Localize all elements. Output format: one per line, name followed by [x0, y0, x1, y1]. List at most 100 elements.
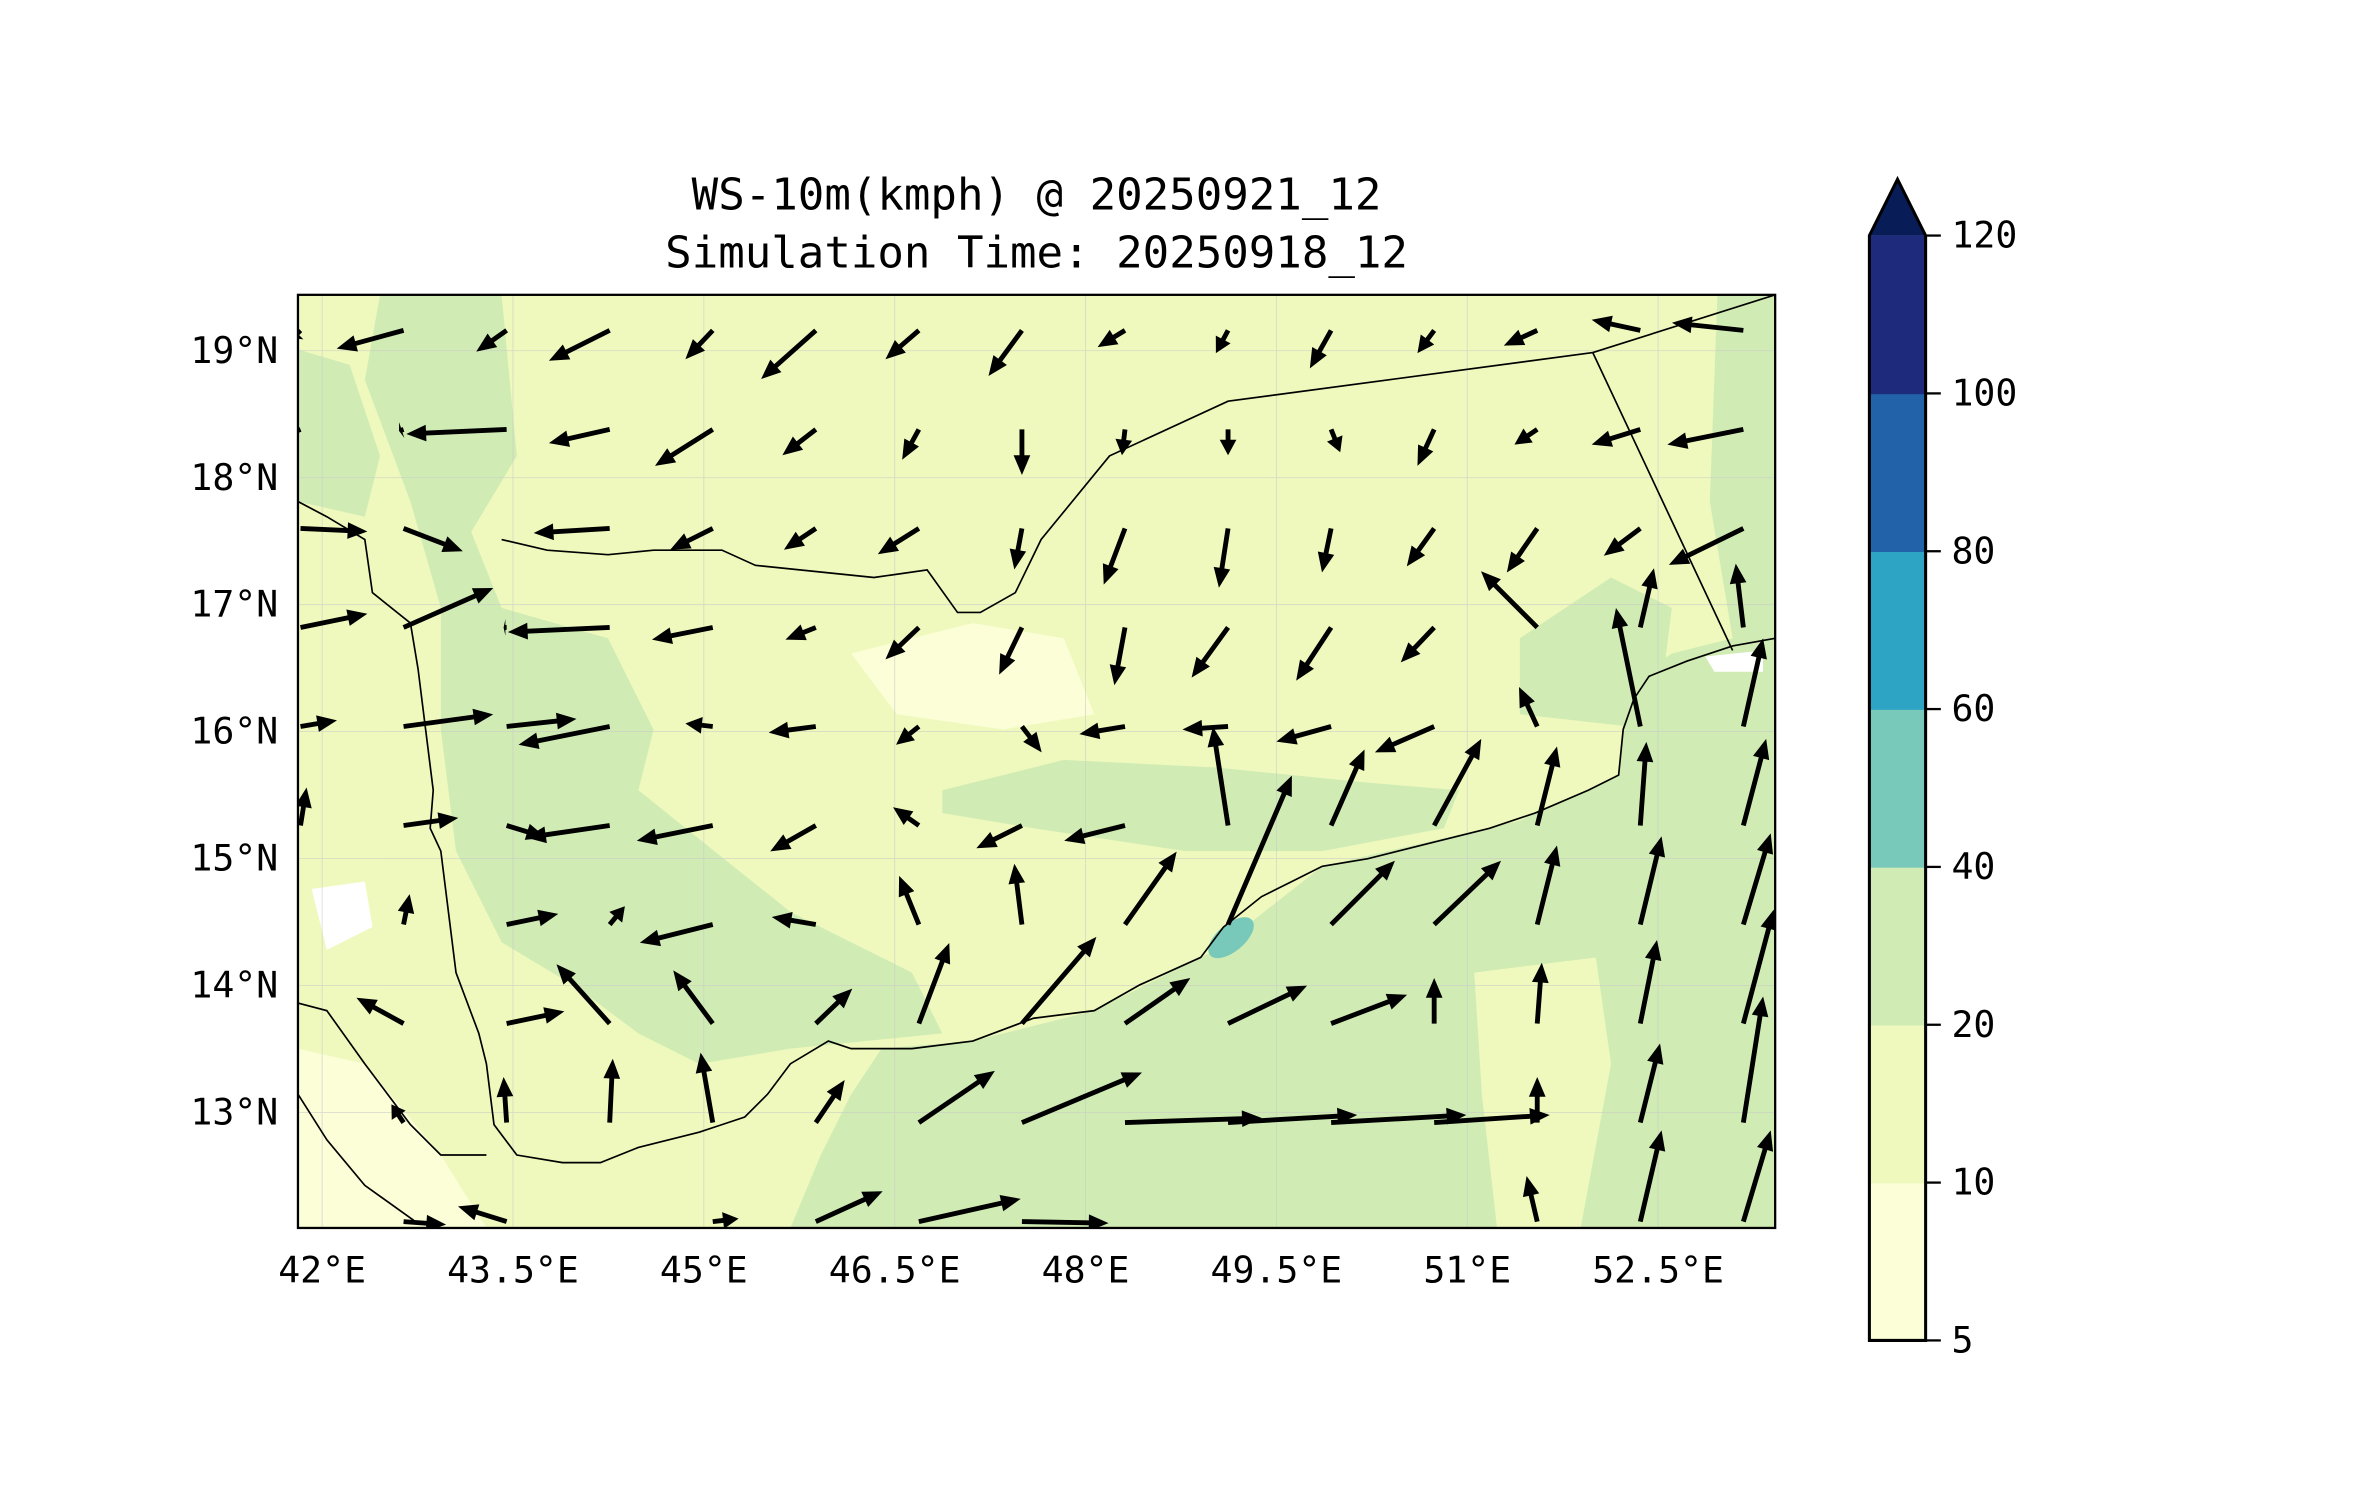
- wind-arrow: [814, 1191, 883, 1224]
- wind-arrow: [1432, 860, 1502, 927]
- x-tick-label: 42°E: [278, 1249, 366, 1292]
- wind-arrow: [1434, 1107, 1550, 1126]
- x-tick-label: 48°E: [1042, 1249, 1130, 1292]
- wind-arrow: [988, 328, 1024, 376]
- colorbar-tick-label: 120: [1951, 214, 2017, 257]
- wind-arrow: [336, 328, 405, 352]
- colorbar-tick-label: 5: [1951, 1319, 1973, 1362]
- wind-arrow: [1219, 429, 1237, 456]
- colorbar-segment: [1869, 1182, 1926, 1342]
- wind-arrow: [1637, 939, 1662, 1025]
- colorbar: 5 10 20 40 60 80 100 120: [1867, 175, 2017, 1362]
- wind-arrow: [1064, 823, 1126, 845]
- wind-arrow: [1637, 1130, 1666, 1223]
- speed-fill-40-60-blob: [1208, 917, 1254, 959]
- wind-arrow: [476, 328, 509, 352]
- x-tick-label: 52.5°E: [1592, 1249, 1724, 1292]
- wind-arrow: [685, 716, 714, 734]
- wind-arrow: [877, 526, 921, 555]
- wind-arrow: [898, 875, 922, 926]
- wind-arrow: [1740, 996, 1769, 1123]
- wind-arrow: [548, 427, 611, 447]
- wind-arrow: [403, 708, 494, 729]
- wind-arrow: [813, 1080, 845, 1124]
- speed-fill-20-40-center: [942, 759, 1460, 852]
- wind-arrow: [1667, 427, 1744, 449]
- wind-arrow: [1740, 638, 1767, 728]
- wind-arrow: [1741, 833, 1774, 926]
- wind-arrow: [1603, 526, 1642, 556]
- wind-arrow: [896, 724, 921, 745]
- wind-arrow: [1009, 527, 1027, 570]
- x-tick-label: 43.5°E: [447, 1249, 579, 1292]
- wind-arrow: [403, 812, 459, 829]
- wind-arrow: [1330, 993, 1408, 1026]
- wind-arrow: [1636, 741, 1654, 826]
- colorbar-tick-label: 100: [1951, 372, 2017, 415]
- wind-arrow: [1020, 936, 1097, 1026]
- y-axis-ticks: 19°N 18°N 17°N 16°N 15°N 14°N 13°N: [190, 329, 278, 1134]
- colorbar-tick-label: 40: [1951, 845, 1995, 888]
- wind-arrow: [1215, 329, 1231, 354]
- saudi-yemen-border: [501, 351, 1593, 614]
- colorbar-tick-label: 20: [1951, 1003, 1995, 1046]
- wind-arrow: [506, 1007, 565, 1026]
- wind-arrow: [782, 427, 818, 456]
- wind-arrow: [1102, 527, 1128, 585]
- wind-arrow: [783, 526, 818, 550]
- wind-arrow: [607, 906, 625, 927]
- wind-arrow: [402, 526, 463, 552]
- wind-arrow: [1109, 627, 1128, 686]
- wind-arrow: [399, 422, 405, 438]
- wind-arrow: [533, 523, 610, 541]
- colorbar-segment: [1869, 235, 1926, 395]
- x-axis-ticks: 42°E 43.5°E 45°E 46.5°E 48°E 49.5°E 51°E 52.5°E: [278, 1249, 1724, 1292]
- speed-fill-20-40-nw: [297, 349, 381, 517]
- colorbar-tick-label: 60: [1951, 687, 1995, 730]
- wind-arrow: [1534, 746, 1561, 827]
- wind-arrow: [1227, 1107, 1358, 1126]
- wind-arrow: [1671, 316, 1744, 334]
- wind-arrow: [1008, 863, 1026, 925]
- wind-arrow: [768, 721, 817, 739]
- colorbar-tick-label: 80: [1951, 529, 1995, 572]
- wind-arrow: [1611, 607, 1643, 727]
- wind-arrow: [1506, 527, 1540, 573]
- wind-arrow: [636, 823, 714, 846]
- wind-arrow: [893, 807, 921, 828]
- wind-arrow: [356, 997, 405, 1026]
- wind-arrow: [297, 787, 312, 826]
- wind-arrow: [1020, 725, 1042, 753]
- wind-arrow: [1327, 428, 1343, 453]
- wind-arrow: [1741, 909, 1776, 1025]
- wind-arrow: [518, 724, 611, 750]
- wind-arrow: [1406, 527, 1437, 567]
- wind-arrow: [1637, 1043, 1664, 1124]
- wind-arrow: [1417, 428, 1437, 466]
- map-area: [297, 294, 1776, 1228]
- wind-arrow: [1534, 845, 1561, 926]
- speed-fill-5-10-patch: [851, 623, 1095, 730]
- wind-arrow: [1123, 977, 1191, 1026]
- wind-arrow: [300, 715, 337, 732]
- african-border: [297, 1093, 419, 1225]
- wind-arrow: [556, 964, 612, 1026]
- wind-arrow: [1020, 1072, 1142, 1125]
- wind-arrow: [902, 428, 922, 460]
- wind-arrow: [1079, 722, 1126, 740]
- wind-arrow: [1296, 626, 1334, 681]
- x-tick-label: 45°E: [660, 1249, 748, 1292]
- wind-arrow: [673, 970, 715, 1026]
- wind-arrow: [1021, 1214, 1109, 1228]
- wind-arrow: [603, 1058, 621, 1123]
- wind-arrow: [1330, 1107, 1467, 1126]
- speed-fill-5-10-west: [297, 1048, 487, 1228]
- wind-arrow: [1514, 427, 1539, 445]
- wind-arrow: [1115, 429, 1133, 456]
- wind-arrow: [1518, 686, 1540, 728]
- wind-arrow: [785, 624, 817, 641]
- colorbar-segment: [1869, 709, 1926, 868]
- chart-subtitle: Simulation Time: 20250918_12: [665, 227, 1408, 278]
- wind-arrow: [916, 943, 951, 1025]
